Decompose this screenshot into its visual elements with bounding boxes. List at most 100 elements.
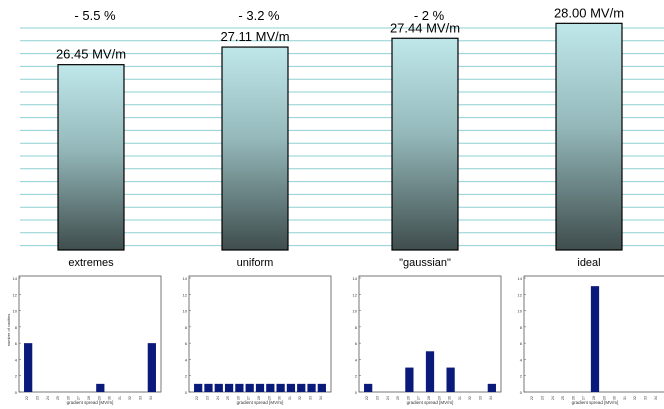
y-tick-label: 14 xyxy=(518,276,523,281)
hist-bar-31 xyxy=(286,383,296,392)
y-tick-label: 4 xyxy=(15,357,18,362)
x-tick-label: 24 xyxy=(386,396,390,400)
y-tick-label: 10 xyxy=(13,309,18,314)
x-tick-label: 33 xyxy=(644,396,648,400)
y-tick-label: 6 xyxy=(520,341,523,346)
x-axis-label: gradient spread [MV/m] xyxy=(572,400,619,405)
x-tick-label: 24 xyxy=(46,396,50,400)
x-tick-label: 27 xyxy=(417,396,421,400)
y-tick-label: 0 xyxy=(15,390,18,395)
x-tick-label: 30 xyxy=(278,396,282,400)
x-tick-label: 32 xyxy=(298,396,302,400)
x-tick-label: 33 xyxy=(479,396,483,400)
y-tick-label: 10 xyxy=(353,309,358,314)
x-tick-label: 25 xyxy=(561,396,565,400)
bar-0 xyxy=(57,64,125,251)
x-tick-label: 34 xyxy=(319,396,323,400)
x-tick-label: 30 xyxy=(448,396,452,400)
y-tick-label: 12 xyxy=(353,292,358,297)
x-tick-label: 23 xyxy=(540,396,544,400)
category-label-0: extremes xyxy=(68,257,114,269)
hist-bar-28 xyxy=(255,383,265,392)
x-tick-label: 26 xyxy=(66,396,70,400)
x-tick-label: 26 xyxy=(571,396,575,400)
y-tick-label: 0 xyxy=(185,390,188,395)
hist-bar-28 xyxy=(425,351,435,392)
percent-label-1: - 3.2 % xyxy=(238,8,280,23)
x-tick-label: 34 xyxy=(654,396,658,400)
x-tick-label: 30 xyxy=(613,396,617,400)
x-tick-label: 26 xyxy=(406,396,410,400)
x-axis-label: gradient spread [MV/m] xyxy=(237,400,284,405)
y-tick-label: 10 xyxy=(183,309,188,314)
x-tick-label: 33 xyxy=(309,396,313,400)
x-tick-label: 33 xyxy=(139,396,143,400)
x-tick-label: 31 xyxy=(288,396,292,400)
y-tick-label: 2 xyxy=(185,374,188,379)
main-bar-chart: 26.45 MV/m extremes - 5.5 % 27.11 MV/m unifo… xyxy=(20,5,664,269)
x-tick-label: 25 xyxy=(226,396,230,400)
y-tick-label: 12 xyxy=(13,292,18,297)
hist-bar-22 xyxy=(24,343,33,392)
x-tick-label: 22 xyxy=(365,396,369,400)
x-tick-label: 22 xyxy=(25,396,29,400)
hist-bar-29 xyxy=(266,383,275,392)
hist-bar-29 xyxy=(96,383,105,392)
y-tick-label: 2 xyxy=(520,374,523,379)
y-tick-label: 8 xyxy=(185,325,188,330)
y-tick-label: 14 xyxy=(353,276,358,281)
bar-3 xyxy=(555,22,623,251)
x-tick-label: 34 xyxy=(489,396,493,400)
hist-bar-30 xyxy=(446,367,455,392)
x-tick-label: 25 xyxy=(396,396,400,400)
x-tick-label: 27 xyxy=(77,396,81,400)
labels: 26.45 MV/m extremes - 5.5 % 27.11 MV/m unifo… xyxy=(56,5,624,269)
hist-bar-26 xyxy=(405,367,414,392)
x-tick-label: 32 xyxy=(633,396,637,400)
x-tick-label: 32 xyxy=(468,396,472,400)
hist-bar-25 xyxy=(224,383,234,392)
y-tick-label: 8 xyxy=(355,325,358,330)
y-tick-label: 0 xyxy=(520,390,523,395)
hist-bar-34 xyxy=(147,343,156,392)
x-axis-label: gradient spread [MV/m] xyxy=(67,400,114,405)
x-tick-label: 28 xyxy=(87,396,91,400)
hist-bar-30 xyxy=(276,383,285,392)
hist-bar-34 xyxy=(487,383,496,392)
x-tick-label: 28 xyxy=(257,396,261,400)
x-axis-label: gradient spread [MV/m] xyxy=(407,400,454,405)
x-tick-label: 29 xyxy=(602,396,606,400)
x-tick-label: 29 xyxy=(97,396,101,400)
y-tick-label: 6 xyxy=(185,341,188,346)
x-tick-label: 29 xyxy=(437,396,441,400)
x-tick-label: 31 xyxy=(118,396,122,400)
y-tick-label: 12 xyxy=(518,292,523,297)
x-tick-label: 32 xyxy=(128,396,132,400)
hist-bar-33 xyxy=(307,383,316,392)
plot-frame xyxy=(18,275,162,393)
category-label-2: "gaussian" xyxy=(399,257,451,269)
category-label-1: uniform xyxy=(237,257,274,269)
x-tick-label: 23 xyxy=(205,396,209,400)
x-tick-label: 23 xyxy=(35,396,39,400)
x-tick-label: 23 xyxy=(375,396,379,400)
y-axis-label: number of cavities xyxy=(6,314,11,346)
x-tick-label: 25 xyxy=(56,396,60,400)
x-tick-label: 34 xyxy=(149,396,153,400)
y-tick-label: 14 xyxy=(183,276,188,281)
x-tick-label: 30 xyxy=(108,396,112,400)
y-tick-label: 14 xyxy=(13,276,18,281)
value-label-1: 27.11 MV/m xyxy=(220,29,289,44)
percent-label-0: - 5.5 % xyxy=(74,8,116,23)
y-tick-label: 6 xyxy=(355,341,358,346)
y-tick-label: 4 xyxy=(520,357,523,362)
y-tick-label: 4 xyxy=(355,357,358,362)
hist-bar-32 xyxy=(297,383,306,392)
hist-bar-24 xyxy=(214,383,223,392)
y-tick-label: 8 xyxy=(520,325,523,330)
value-label-3: 28.00 MV/m xyxy=(554,5,624,20)
bar-2 xyxy=(391,37,459,251)
x-tick-label: 29 xyxy=(267,396,271,400)
